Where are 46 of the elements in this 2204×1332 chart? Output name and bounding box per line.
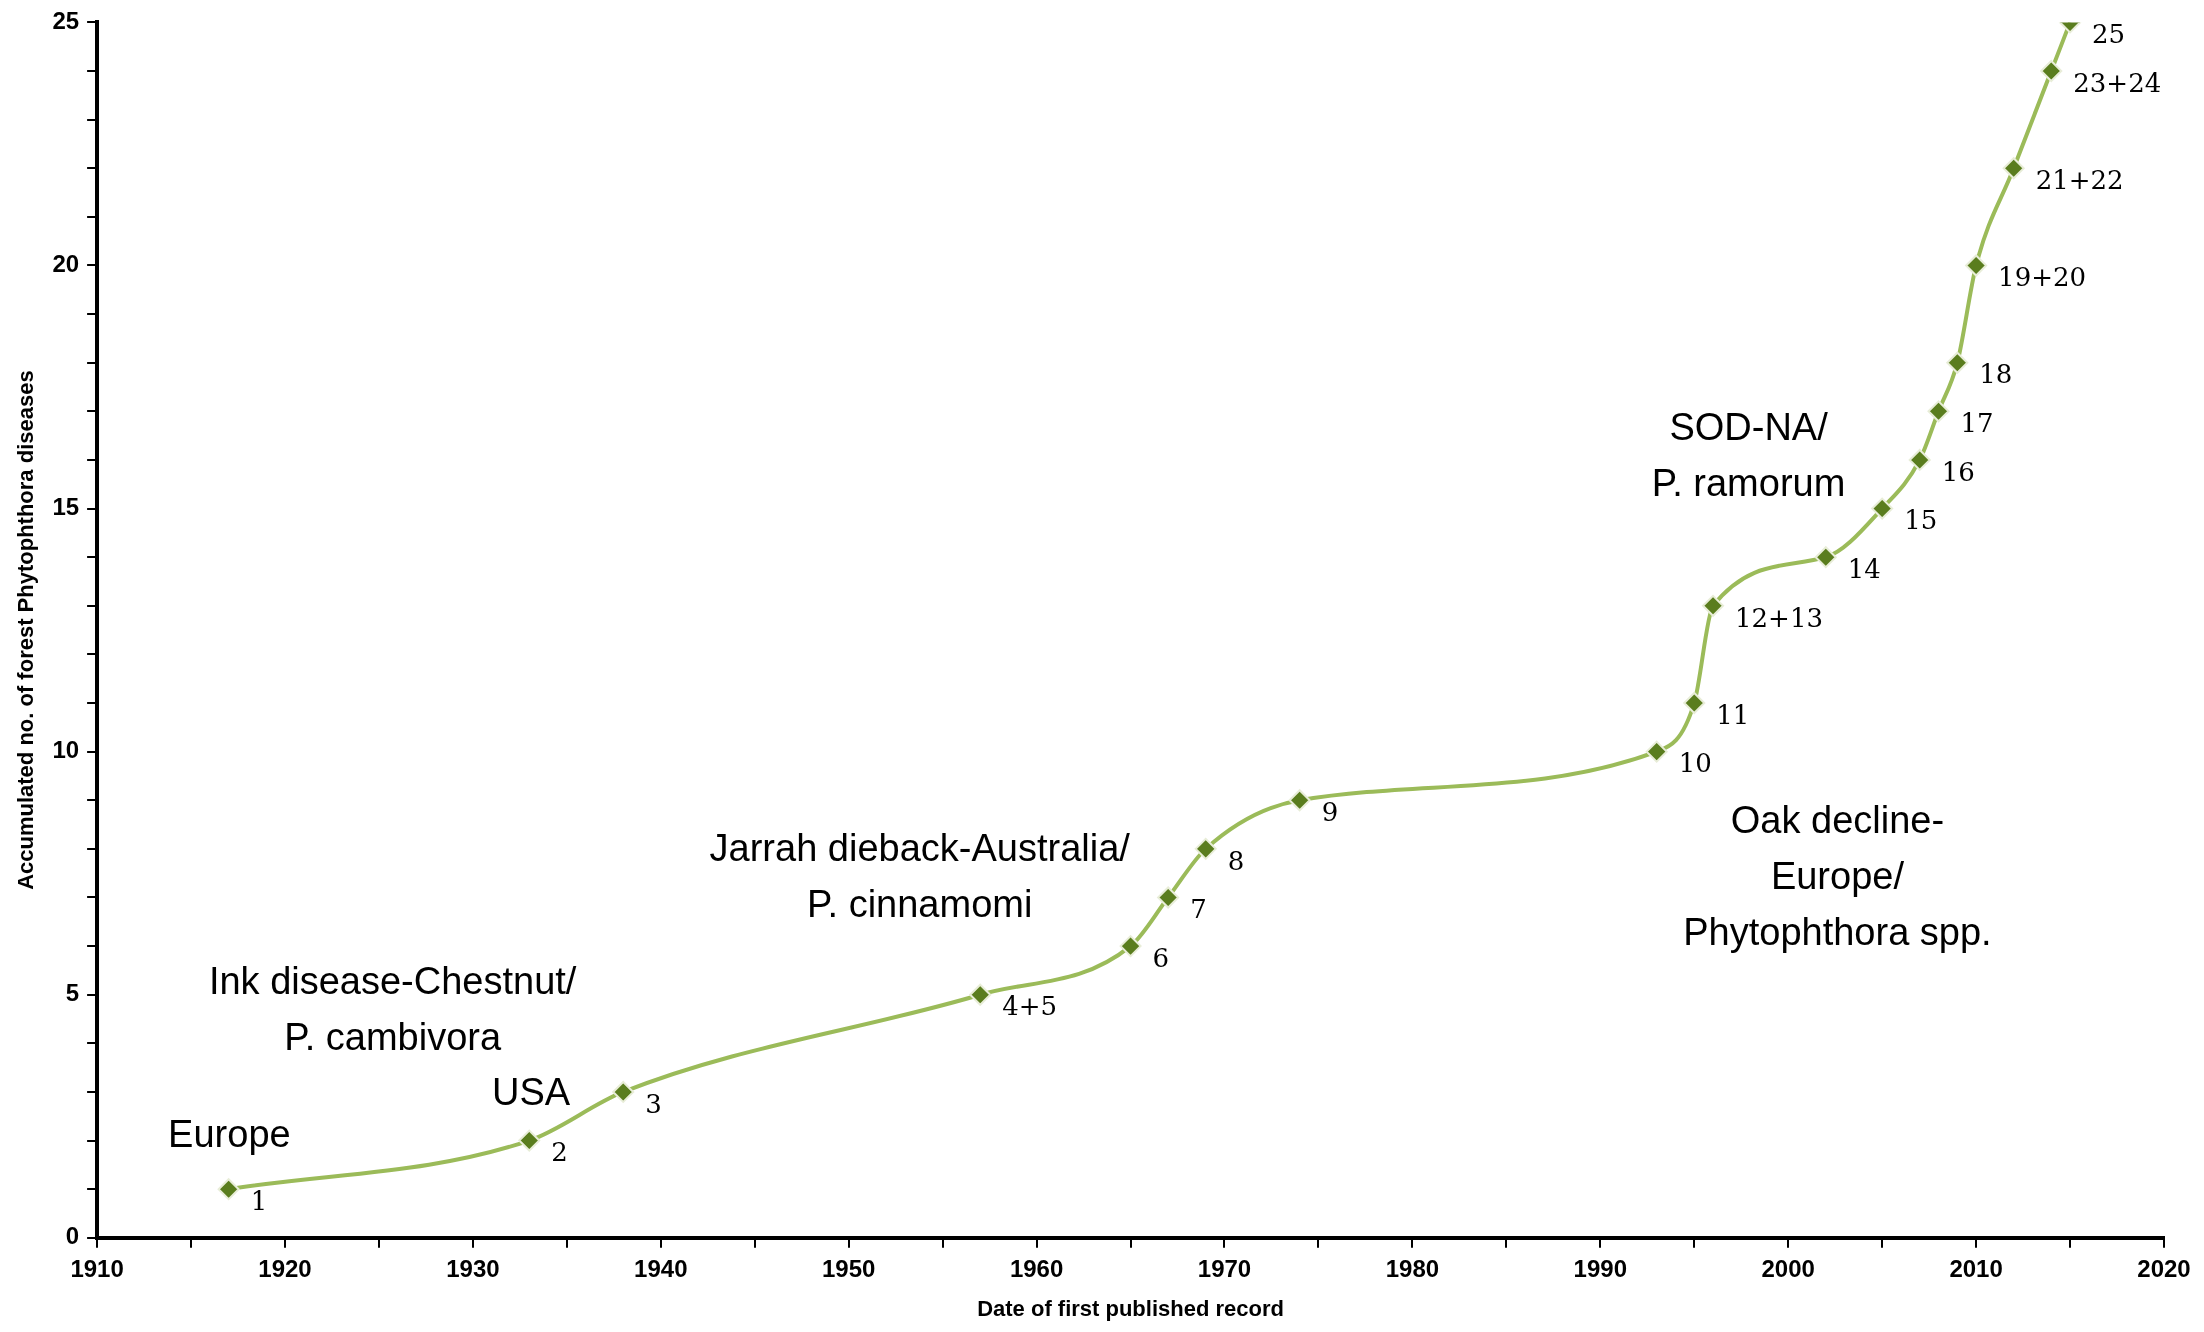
y-axis-title: Accumulated no. of forest Phytophthora diseases <box>13 370 39 890</box>
x-axis-title: Date of first published record <box>977 1295 1284 1321</box>
data-label: 11 <box>1716 699 1750 730</box>
data-label: 9 <box>1321 797 1339 828</box>
annotation: SOD-NA/ P. ramorum <box>1651 406 1846 504</box>
data-label: 21+22 <box>2035 165 2124 195</box>
x-tick-label: 1980 <box>1385 1254 1440 1282</box>
data-label: 4+5 <box>1002 991 1058 1022</box>
annotation: Jarrah dieback-Australia/ P. cinnamomi <box>709 826 1131 925</box>
x-tick-label: 1930 <box>446 1254 500 1282</box>
data-label: 8 <box>1227 845 1245 876</box>
x-tick-label: 1950 <box>822 1254 876 1282</box>
x-tick-label: 2010 <box>1949 1254 2003 1282</box>
x-tick-label: 1940 <box>634 1254 688 1282</box>
y-tick-label: 10 <box>52 736 80 764</box>
data-label: 6 <box>1152 942 1170 973</box>
data-label: 3 <box>645 1088 662 1119</box>
annotation: Oak decline- Europe/ Phytophthora spp. <box>1683 798 1992 953</box>
data-label: 2 <box>551 1137 568 1168</box>
data-label: 17 <box>1960 408 1994 439</box>
data-label: 1 <box>250 1185 268 1216</box>
data-label: 7 <box>1190 894 1207 925</box>
data-label: 14 <box>1847 553 1881 584</box>
data-label: 15 <box>1904 505 1938 536</box>
x-tick-label: 1970 <box>1197 1254 1252 1282</box>
y-tick-label: 20 <box>52 250 80 278</box>
y-tick-label: 5 <box>65 979 80 1007</box>
x-tick-label: 1920 <box>258 1254 312 1282</box>
annotation: Ink disease-Chestnut/ P. cambivora <box>208 960 577 1059</box>
data-label: 19+20 <box>1998 262 2087 293</box>
annotation: USA <box>492 1070 571 1113</box>
data-label: 25 <box>2092 19 2126 50</box>
x-tick-label: 1910 <box>70 1254 124 1282</box>
x-tick-label: 2020 <box>2137 1254 2191 1282</box>
annotation: Europe <box>168 1113 291 1156</box>
data-label: 23+24 <box>2073 67 2162 98</box>
x-tick-label: 1990 <box>1573 1254 1627 1282</box>
data-label: 12+13 <box>1735 602 1823 633</box>
data-label: 10 <box>1678 748 1712 779</box>
data-label: 18 <box>1979 359 2013 390</box>
x-tick-label: 1960 <box>1009 1254 1064 1282</box>
y-tick-label: 15 <box>52 493 80 521</box>
x-tick-label: 2000 <box>1761 1254 1815 1282</box>
data-label: 16 <box>1941 456 1975 487</box>
y-tick-label: 0 <box>65 1222 80 1250</box>
y-tick-label: 25 <box>52 7 80 35</box>
